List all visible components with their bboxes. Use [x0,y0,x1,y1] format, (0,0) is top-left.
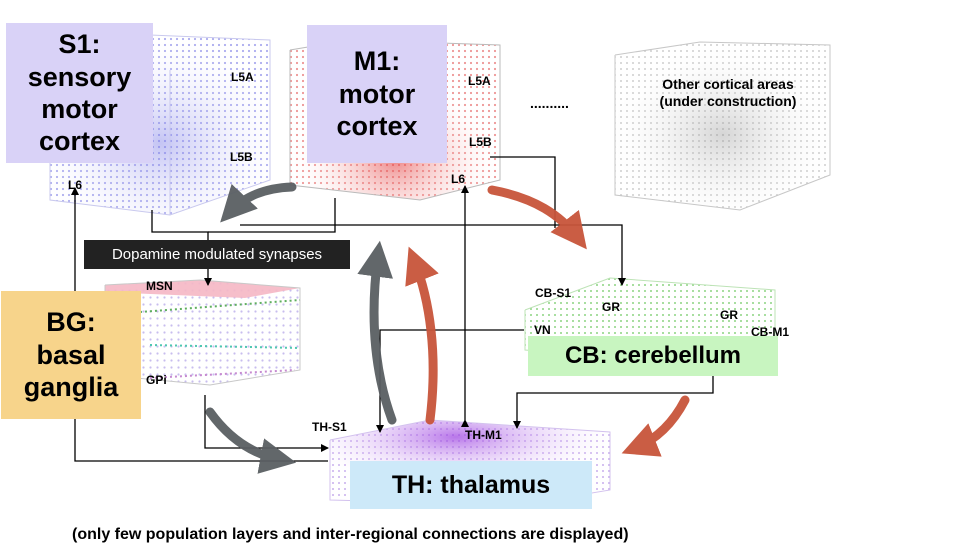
m1-label-box: M1: motor cortex [307,25,447,163]
m1-l6-label: L6 [451,172,466,186]
s1-l5b-label: L5B [230,150,253,164]
vn-label: VN [534,323,551,337]
other-line2: (under construction) [659,93,797,109]
s1-label-box: S1: sensory motor cortex [6,23,153,163]
th-s1-label: TH-S1 [312,420,347,434]
grey-arrow-bg-to-th [205,407,297,474]
cb-s1-label: CB-S1 [535,286,572,300]
gpi-label: GPi [146,373,167,387]
gr-right-label: GR [720,308,738,322]
gr-left-label: GR [602,300,620,314]
dopamine-label: Dopamine modulated synapses [84,240,350,269]
grey-arrow-m1-to-s1 [220,182,297,223]
msn-label: MSN [146,279,173,293]
cb-m1-label: CB-M1 [751,325,789,339]
cortex-to-cb-line [240,224,626,286]
th-m1-label: TH-M1 [465,428,502,442]
bg-cube [104,279,301,386]
m1-line2: motor [338,78,416,109]
cb-to-th-m1-line [513,376,714,429]
th-label-box: TH: thalamus [350,461,592,509]
gpi-to-th-line [204,395,329,452]
s1-line4: cortex [38,126,121,157]
m1-line3: cortex [336,111,418,142]
s1-l6-label: L6 [68,178,83,192]
vn-to-th-s1-line [376,329,524,433]
ellipsis: .......... [530,95,569,111]
red-arrow-cb-to-th [621,395,690,457]
s1-line3: motor [41,94,118,124]
bg-title: BG: [46,307,96,338]
other-cortical-cube [614,41,831,211]
red-arrow-th-to-cortex [405,246,439,425]
s1-title: S1: [58,29,101,60]
bg-label-box: BG: basal ganglia [1,291,141,419]
bg-line3: ganglia [23,372,119,403]
th-to-s1-line [71,187,328,462]
dopamine-text: Dopamine modulated synapses [111,245,323,263]
other-cortical-label: Other cortical areas (under construction… [640,72,816,114]
s1-line2: sensory [27,61,132,92]
cb-title: CB: cerebellum [564,341,742,369]
red-arrow-m1-to-cb [487,185,587,250]
m1-title: M1: [353,46,401,77]
grey-arrow-th-to-cortex [357,240,397,425]
s1-l5a-label: L5A [231,70,254,84]
other-line1: Other cortical areas [662,76,794,93]
th-title: TH: thalamus [391,471,551,499]
m1-to-dopamine-line [208,198,336,233]
fuzzy-arrows [205,182,690,474]
connections [71,156,714,462]
m1-l5a-label: L5A [468,74,491,88]
m1-l5b-to-cb-line [490,156,556,228]
footnote-caption: (only few population layers and inter-re… [72,526,629,543]
m1-l5b-label: L5B [469,135,492,149]
cb-label-box: CB: cerebellum [528,336,778,376]
bg-line2: basal [36,339,106,370]
